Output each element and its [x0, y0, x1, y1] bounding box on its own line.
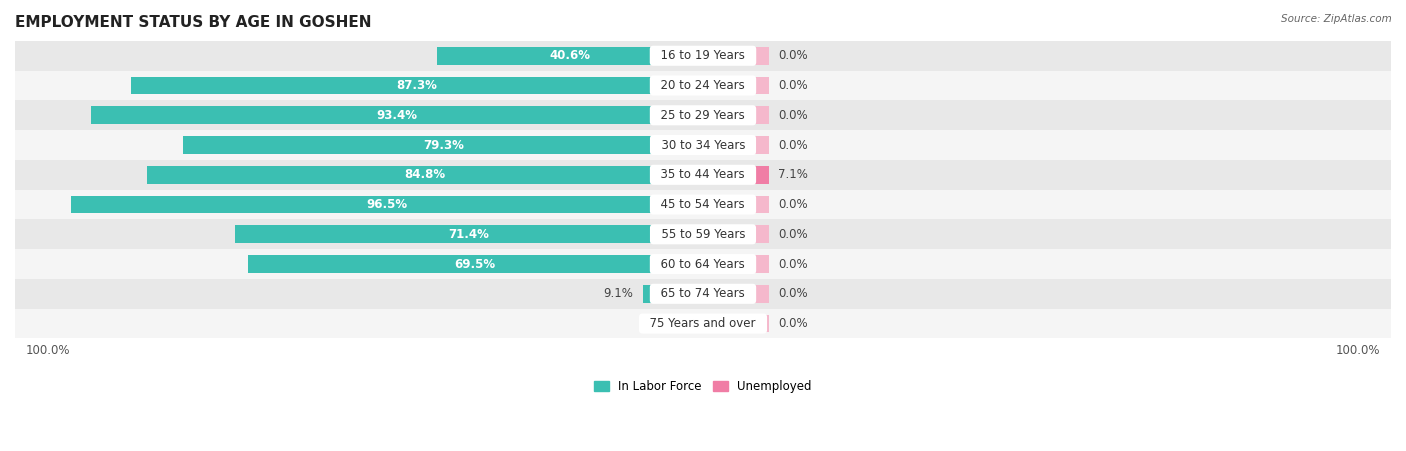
Text: 0.0%: 0.0%: [779, 198, 808, 211]
Text: 0.0%: 0.0%: [664, 317, 693, 330]
Text: 93.4%: 93.4%: [377, 109, 418, 122]
Text: 0.0%: 0.0%: [779, 109, 808, 122]
Text: 0.0%: 0.0%: [779, 49, 808, 62]
Bar: [0, 160, 1406, 190]
Text: 55 to 59 Years: 55 to 59 Years: [654, 228, 752, 241]
Text: 16 to 19 Years: 16 to 19 Years: [654, 49, 752, 62]
Text: 7.1%: 7.1%: [779, 168, 808, 181]
Text: 0.0%: 0.0%: [779, 258, 808, 271]
Bar: [703, 77, 769, 94]
Text: 69.5%: 69.5%: [454, 258, 496, 271]
Text: 79.3%: 79.3%: [423, 138, 464, 152]
Bar: [183, 136, 703, 154]
Bar: [703, 166, 769, 184]
Bar: [0, 279, 1406, 308]
Bar: [703, 285, 769, 303]
Text: 0.0%: 0.0%: [779, 287, 808, 300]
Text: 60 to 64 Years: 60 to 64 Years: [654, 258, 752, 271]
Text: 25 to 29 Years: 25 to 29 Years: [654, 109, 752, 122]
Bar: [703, 315, 769, 332]
Text: 9.1%: 9.1%: [603, 287, 634, 300]
Text: 87.3%: 87.3%: [396, 79, 437, 92]
Bar: [0, 71, 1406, 101]
Legend: In Labor Force, Unemployed: In Labor Force, Unemployed: [589, 376, 817, 398]
Text: EMPLOYMENT STATUS BY AGE IN GOSHEN: EMPLOYMENT STATUS BY AGE IN GOSHEN: [15, 15, 371, 30]
Text: 0.0%: 0.0%: [779, 138, 808, 152]
Bar: [0, 308, 1406, 338]
Bar: [0, 249, 1406, 279]
Bar: [91, 106, 703, 124]
Bar: [0, 190, 1406, 220]
Bar: [131, 77, 703, 94]
Text: Source: ZipAtlas.com: Source: ZipAtlas.com: [1281, 14, 1392, 23]
Text: 40.6%: 40.6%: [550, 49, 591, 62]
Text: 75 Years and over: 75 Years and over: [643, 317, 763, 330]
Bar: [0, 130, 1406, 160]
Bar: [703, 226, 769, 243]
Text: 45 to 54 Years: 45 to 54 Years: [654, 198, 752, 211]
Text: 96.5%: 96.5%: [367, 198, 408, 211]
Bar: [247, 255, 703, 273]
Bar: [235, 226, 703, 243]
Text: 0.0%: 0.0%: [779, 317, 808, 330]
Text: 35 to 44 Years: 35 to 44 Years: [654, 168, 752, 181]
Text: 84.8%: 84.8%: [405, 168, 446, 181]
Text: 0.0%: 0.0%: [779, 79, 808, 92]
Bar: [70, 196, 703, 213]
Bar: [703, 196, 769, 213]
Text: 71.4%: 71.4%: [449, 228, 489, 241]
Text: 20 to 24 Years: 20 to 24 Years: [654, 79, 752, 92]
Bar: [0, 220, 1406, 249]
Bar: [0, 101, 1406, 130]
Bar: [148, 166, 703, 184]
Bar: [703, 136, 769, 154]
Bar: [703, 255, 769, 273]
Text: 0.0%: 0.0%: [779, 228, 808, 241]
Bar: [703, 106, 769, 124]
Bar: [703, 47, 769, 64]
Text: 30 to 34 Years: 30 to 34 Years: [654, 138, 752, 152]
Bar: [437, 47, 703, 64]
Bar: [0, 41, 1406, 71]
Bar: [644, 285, 703, 303]
Text: 65 to 74 Years: 65 to 74 Years: [654, 287, 752, 300]
